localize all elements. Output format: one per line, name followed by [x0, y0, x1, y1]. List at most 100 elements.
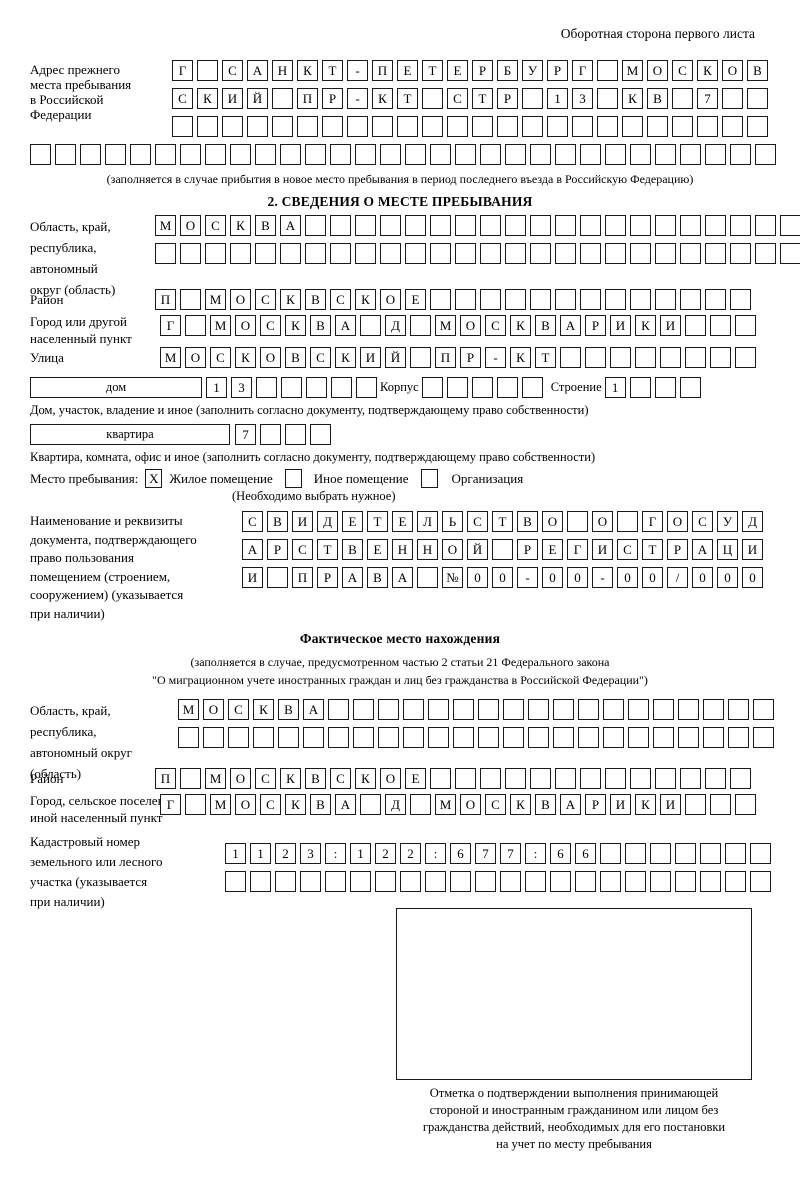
- char-cell[interactable]: [547, 116, 568, 137]
- char-cell[interactable]: В: [305, 289, 326, 310]
- char-cell[interactable]: [272, 88, 293, 109]
- char-cell[interactable]: [405, 144, 426, 165]
- char-cell[interactable]: [725, 843, 746, 864]
- char-cell[interactable]: [500, 871, 521, 892]
- char-cell[interactable]: [653, 699, 674, 720]
- char-cell[interactable]: И: [592, 539, 613, 560]
- char-cell[interactable]: [256, 377, 277, 398]
- char-cell[interactable]: В: [535, 794, 556, 815]
- char-cell[interactable]: [297, 116, 318, 137]
- char-cell[interactable]: М: [160, 347, 181, 368]
- char-cell[interactable]: Р: [472, 60, 493, 81]
- char-cell[interactable]: [680, 215, 701, 236]
- char-cell[interactable]: Е: [367, 539, 388, 560]
- char-cell[interactable]: [703, 699, 724, 720]
- char-cell[interactable]: М: [205, 289, 226, 310]
- char-cell[interactable]: О: [235, 315, 256, 336]
- char-cell[interactable]: [580, 144, 601, 165]
- char-cell[interactable]: №: [442, 567, 463, 588]
- char-cell[interactable]: Г: [572, 60, 593, 81]
- char-cell[interactable]: [505, 289, 526, 310]
- char-cell[interactable]: [725, 871, 746, 892]
- char-cell[interactable]: [350, 871, 371, 892]
- char-cell[interactable]: [730, 289, 751, 310]
- char-cell[interactable]: [455, 144, 476, 165]
- char-cell[interactable]: О: [260, 347, 281, 368]
- char-cell[interactable]: [730, 215, 751, 236]
- char-cell[interactable]: К: [622, 88, 643, 109]
- char-cell[interactable]: [425, 871, 446, 892]
- char-cell[interactable]: В: [535, 315, 556, 336]
- char-cell[interactable]: [410, 347, 431, 368]
- char-cell[interactable]: [780, 243, 800, 264]
- char-cell[interactable]: 3: [300, 843, 321, 864]
- char-cell[interactable]: [735, 794, 756, 815]
- char-cell[interactable]: [430, 289, 451, 310]
- char-cell[interactable]: [222, 116, 243, 137]
- char-cell[interactable]: [679, 377, 701, 398]
- char-cell[interactable]: [280, 243, 301, 264]
- char-cell[interactable]: В: [310, 794, 331, 815]
- char-cell[interactable]: Г: [160, 315, 181, 336]
- char-cell[interactable]: Л: [417, 511, 438, 532]
- char-cell[interactable]: [730, 768, 751, 789]
- char-cell[interactable]: [597, 88, 618, 109]
- char-cell[interactable]: [30, 144, 51, 165]
- char-cell[interactable]: С: [330, 289, 351, 310]
- char-cell[interactable]: [700, 843, 721, 864]
- char-cell[interactable]: -: [592, 567, 613, 588]
- char-cell[interactable]: [580, 215, 601, 236]
- char-cell[interactable]: [375, 871, 396, 892]
- char-cell[interactable]: Б: [497, 60, 518, 81]
- char-cell[interactable]: [247, 116, 268, 137]
- char-cell[interactable]: [605, 768, 626, 789]
- char-cell[interactable]: [178, 727, 199, 748]
- char-cell[interactable]: [603, 727, 624, 748]
- char-cell[interactable]: [550, 871, 571, 892]
- char-cell[interactable]: [722, 116, 743, 137]
- char-cell[interactable]: К: [297, 60, 318, 81]
- char-cell[interactable]: [580, 243, 601, 264]
- char-cell[interactable]: [305, 215, 326, 236]
- char-cell[interactable]: :: [525, 843, 546, 864]
- char-cell[interactable]: О: [380, 289, 401, 310]
- char-cell[interactable]: В: [647, 88, 668, 109]
- char-cell[interactable]: О: [460, 315, 481, 336]
- char-cell[interactable]: [675, 871, 696, 892]
- char-cell[interactable]: С: [260, 315, 281, 336]
- char-cell[interactable]: [403, 727, 424, 748]
- char-cell[interactable]: 3: [231, 377, 252, 398]
- char-cell[interactable]: [753, 699, 774, 720]
- char-cell[interactable]: [306, 377, 327, 398]
- char-cell[interactable]: П: [297, 88, 318, 109]
- char-cell[interactable]: [281, 377, 302, 398]
- char-cell[interactable]: [305, 144, 326, 165]
- char-cell[interactable]: [330, 144, 351, 165]
- char-cell[interactable]: [430, 144, 451, 165]
- char-cell[interactable]: [567, 511, 588, 532]
- char-cell[interactable]: [353, 727, 374, 748]
- char-cell[interactable]: [580, 289, 601, 310]
- char-cell[interactable]: Й: [247, 88, 268, 109]
- char-cell[interactable]: С: [292, 539, 313, 560]
- char-cell[interactable]: [450, 871, 471, 892]
- char-cell[interactable]: [250, 871, 271, 892]
- char-cell[interactable]: 0: [467, 567, 488, 588]
- char-cell[interactable]: К: [510, 347, 531, 368]
- char-cell[interactable]: Е: [405, 768, 426, 789]
- char-cell[interactable]: [203, 727, 224, 748]
- char-cell[interactable]: [610, 347, 631, 368]
- char-cell[interactable]: [730, 243, 751, 264]
- char-cell[interactable]: [405, 243, 426, 264]
- char-cell[interactable]: [630, 243, 651, 264]
- char-cell[interactable]: [580, 768, 601, 789]
- char-cell[interactable]: [530, 289, 551, 310]
- char-cell[interactable]: [303, 727, 324, 748]
- char-cell[interactable]: 1: [604, 377, 626, 398]
- char-cell[interactable]: А: [342, 567, 363, 588]
- char-cell[interactable]: Т: [472, 88, 493, 109]
- char-cell[interactable]: [455, 768, 476, 789]
